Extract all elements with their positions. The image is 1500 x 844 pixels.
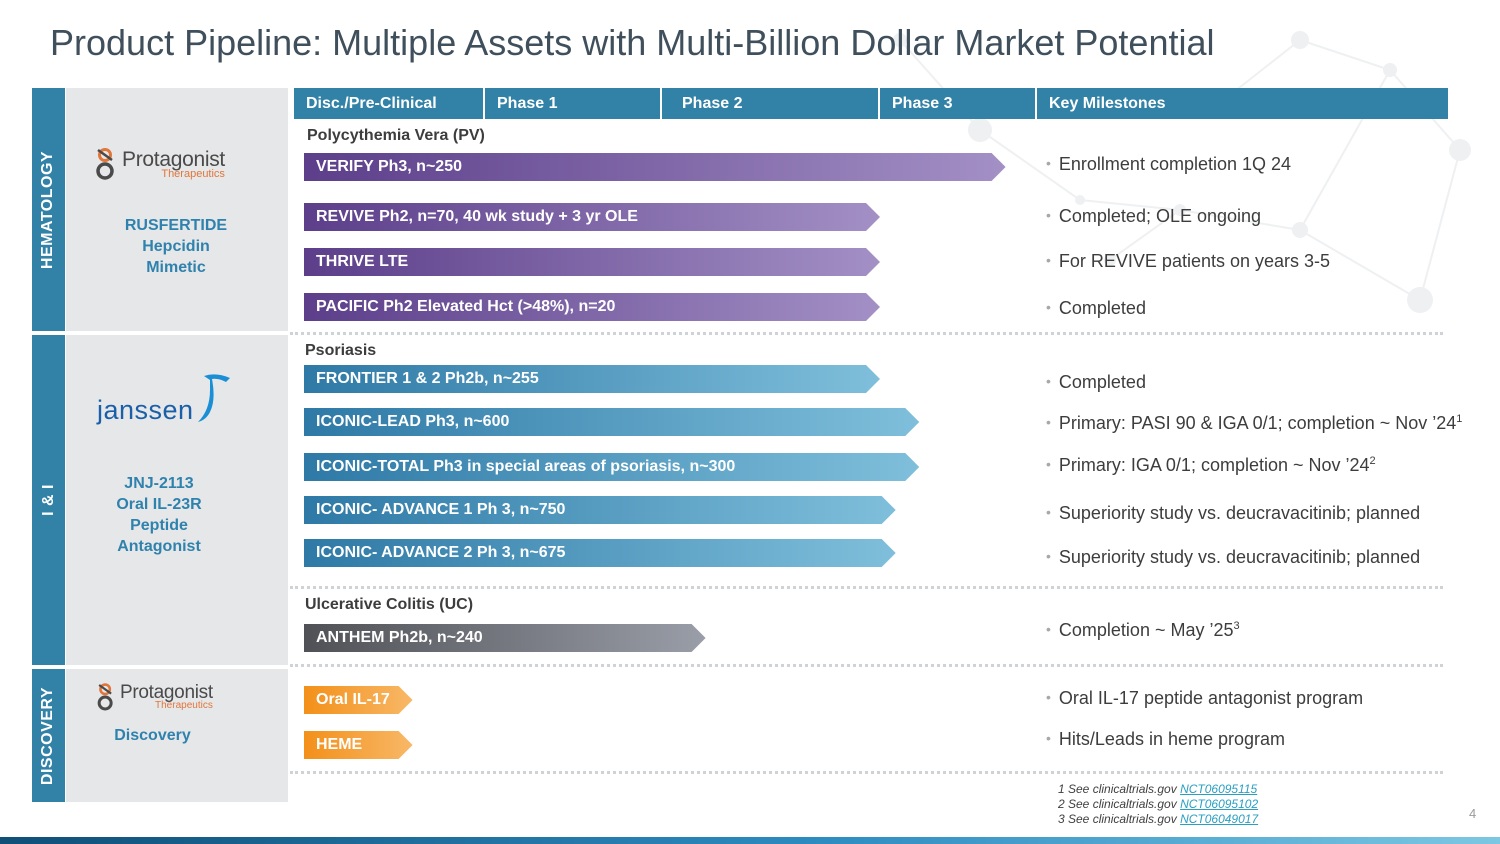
separator [290, 664, 1443, 667]
header-phase-3: Phase 3 [880, 88, 1037, 119]
program-bar-iconic-advance-2: ICONIC- ADVANCE 2 Ph 3, n~675 [304, 539, 896, 567]
protagonist-mark-icon [97, 683, 113, 711]
janssen-mark-icon [197, 374, 230, 422]
header-key-milestones: Key Milestones [1037, 88, 1448, 119]
milestone-iconic-advance-2: • Superiority study vs. deucravacitinib; … [1046, 547, 1421, 567]
milestone-revive: • Completed; OLE ongoing [1046, 206, 1262, 226]
header-disc-preclinical: Disc./Pre-Clinical [294, 88, 485, 119]
milestone-iconic-total: • Primary: IGA 0/1; completion ~ Nov ’242 [1046, 455, 1376, 475]
milestone-iconic-lead: • Primary: PASI 90 & IGA 0/1; completion … [1046, 413, 1463, 433]
program-bar-revive: REVIVE Ph2, n=70, 40 wk study + 3 yr OLE [304, 203, 880, 231]
program-bar-frontier: FRONTIER 1 & 2 Ph2b, n~255 [304, 365, 880, 393]
jnj-2113-label: JNJ-2113 Oral IL-23R Peptide Antagonist [116, 475, 202, 555]
footnote-link-1[interactable]: NCT06095115 [1180, 782, 1258, 796]
program-bar-iconic-total: ICONIC-TOTAL Ph3 in special areas of pso… [304, 453, 919, 481]
category-hematology: HEMATOLOGY [32, 88, 65, 331]
protagonist-logo-discovery: Protagonist Therapeutics [94, 681, 213, 713]
page-title: Product Pipeline: Multiple Assets with M… [50, 22, 1215, 63]
header-phase-1: Phase 1 [485, 88, 662, 119]
protagonist-logo: Protagonist Therapeutics [92, 146, 225, 182]
program-bar-iconic-lead: ICONIC-LEAD Ph3, n~600 [304, 408, 919, 436]
footnote-link-2[interactable]: NCT06095102 [1180, 797, 1259, 811]
milestone-heme: • Hits/Leads in heme program [1046, 729, 1286, 749]
asset-panel-discovery [66, 669, 288, 802]
footnote-3: 3 See clinicaltrials.gov NCT06049017 [1058, 812, 1259, 826]
section-psoriasis: Psoriasis [305, 342, 377, 359]
milestone-thrive: • For REVIVE patients on years 3-5 [1046, 251, 1331, 271]
bottom-accent-band [0, 837, 1500, 844]
footnote-link-3[interactable]: NCT06049017 [1180, 812, 1259, 826]
footnote-2: 2 See clinicaltrials.gov NCT06095102 [1058, 797, 1259, 811]
program-bar-thrive: THRIVE LTE [304, 248, 880, 276]
milestone-frontier: • Completed [1046, 372, 1146, 392]
milestone-pacific: • Completed [1046, 298, 1146, 318]
category-i-and-i: I & I [32, 335, 65, 665]
milestone-verify: • Enrollment completion 1Q 24 [1046, 154, 1292, 174]
program-bar-verify: VERIFY Ph3, n~250 [304, 153, 1006, 181]
milestone-anthem: • Completion ~ May ’253 [1046, 620, 1240, 640]
milestone-oral-il-17: • Oral IL-17 peptide antagonist program [1046, 688, 1364, 708]
separator [290, 586, 1443, 589]
program-bar-heme: HEME [304, 731, 413, 759]
protagonist-mark-icon [96, 148, 114, 180]
category-discovery: DISCOVERY [32, 669, 65, 802]
footnote-1: 1 See clinicaltrials.gov NCT06095115 [1058, 782, 1258, 796]
header-phase-2: Phase 2 [662, 88, 880, 119]
program-bar-anthem: ANTHEM Ph2b, n~240 [304, 624, 706, 652]
separator [290, 332, 1443, 335]
janssen-logo: janssen [97, 370, 232, 426]
program-bar-oral-il-17: Oral IL-17 [304, 686, 413, 714]
milestone-iconic-advance-1: • Superiority study vs. deucravacitinib; … [1046, 503, 1421, 523]
asset-panel-i-and-i [66, 335, 288, 665]
program-bar-iconic-advance-1: ICONIC- ADVANCE 1 Ph 3, n~750 [304, 496, 896, 524]
separator [290, 771, 1443, 774]
section-polycythemia-vera: Polycythemia Vera (PV) [307, 127, 485, 144]
discovery-label: Discovery [114, 727, 191, 744]
rusfertide-label: RUSFERTIDE Hepcidin Mimetic [124, 217, 228, 276]
asset-panel-hematology [66, 88, 288, 331]
program-bar-pacific: PACIFIC Ph2 Elevated Hct (>48%), n=20 [304, 293, 880, 321]
page-number: 4 [1469, 806, 1477, 821]
section-ulcerative-colitis: Ulcerative Colitis (UC) [305, 596, 474, 613]
